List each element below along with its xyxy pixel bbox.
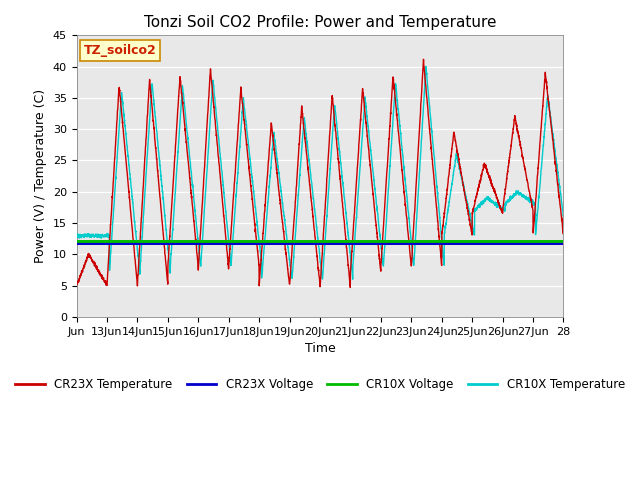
Title: Tonzi Soil CO2 Profile: Power and Temperature: Tonzi Soil CO2 Profile: Power and Temper… xyxy=(144,15,496,30)
Y-axis label: Power (V) / Temperature (C): Power (V) / Temperature (C) xyxy=(34,89,47,263)
X-axis label: Time: Time xyxy=(305,342,335,355)
Text: TZ_soilco2: TZ_soilco2 xyxy=(84,44,157,57)
Legend: CR23X Temperature, CR23X Voltage, CR10X Voltage, CR10X Temperature: CR23X Temperature, CR23X Voltage, CR10X … xyxy=(10,373,630,396)
